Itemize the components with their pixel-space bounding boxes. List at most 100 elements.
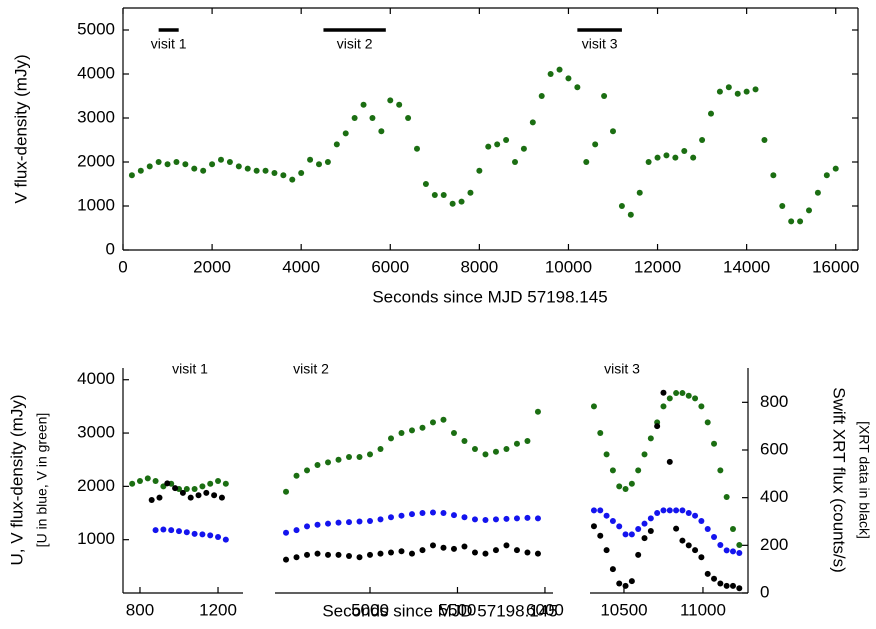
data-point [673,507,680,514]
data-point [431,192,438,198]
data-point [692,547,699,554]
y-tick-label: 2000 [77,151,115,170]
data-point [422,181,429,187]
data-point [482,451,489,458]
data-point [761,137,768,143]
data-point [556,66,563,73]
data-point [666,395,673,402]
data-point [176,528,182,535]
data-point [723,547,730,554]
data-point [524,514,531,521]
data-point [641,520,648,527]
data-point [155,159,162,165]
data-point [283,529,290,536]
data-point [806,207,812,214]
data-point [172,485,179,492]
data-point [628,578,635,585]
data-point [378,128,385,135]
data-point [164,161,171,168]
data-point [666,507,673,514]
data-point [440,192,447,198]
data-point [369,115,376,121]
data-point [289,176,296,183]
data-point [207,532,214,539]
data-point [603,512,610,519]
data-point [717,580,724,587]
data-point [590,507,597,514]
data-point [387,435,394,442]
data-point [471,516,478,523]
data-point [471,549,478,556]
data-point [679,537,686,544]
data-point [597,430,604,437]
data-point [215,534,222,541]
data-point [398,512,405,519]
data-point [429,419,436,426]
y2-axis-label: Swift XRT flux (counts/s) [830,387,849,572]
y2-tick-label: 0 [760,582,769,601]
y2-tick-label: 800 [760,392,788,411]
y-tick-label: 1000 [77,529,115,548]
data-point [461,514,468,521]
data-point [503,446,510,453]
data-point [152,478,159,485]
data-point [440,510,447,517]
data-point [387,97,394,104]
data-point [654,510,661,517]
data-point [314,521,321,528]
data-point [673,390,680,397]
data-point [173,159,180,165]
data-point [314,550,321,557]
data-point [698,554,705,561]
x-tick-label: 12000 [634,257,681,276]
data-point [641,535,648,542]
data-point [366,451,373,458]
data-point [711,534,718,541]
data-point [616,483,623,490]
data-point [692,512,699,519]
data-point [293,554,300,561]
data-point [377,446,384,453]
data-point [298,170,305,176]
data-point [597,532,604,539]
data-point [492,516,499,523]
data-point [377,550,384,557]
data-point [304,551,311,558]
data-point [635,526,642,533]
data-point [182,161,189,168]
data-point [203,489,210,496]
data-point [529,119,536,126]
data-point [356,518,363,525]
visit-label: visit 1 [151,36,187,52]
panel-label: visit 3 [604,361,640,377]
data-point [280,172,287,179]
data-point [609,467,616,474]
data-point [503,515,510,522]
data-point [666,458,673,465]
data-point [199,483,206,490]
data-point [335,551,342,558]
data-point [603,451,610,458]
data-point [419,424,426,431]
data-point [609,566,616,573]
data-point [218,156,224,163]
data-point [187,494,194,501]
data-point [482,516,489,523]
y-tick-label: 3000 [77,423,115,442]
data-point [429,542,436,549]
data-point [698,518,705,525]
data-point [708,110,714,117]
x-axis-label: Seconds since MJD 57198.145 [372,287,607,306]
data-point [304,467,311,474]
data-point [645,159,652,165]
data-point [601,93,608,99]
x-tick-label: 6000 [371,257,409,276]
data-point [244,165,251,172]
data-point [335,456,342,463]
data-point [524,438,531,445]
data-point [538,93,545,99]
data-point [419,510,426,517]
y-tick-label: 4000 [77,63,115,82]
